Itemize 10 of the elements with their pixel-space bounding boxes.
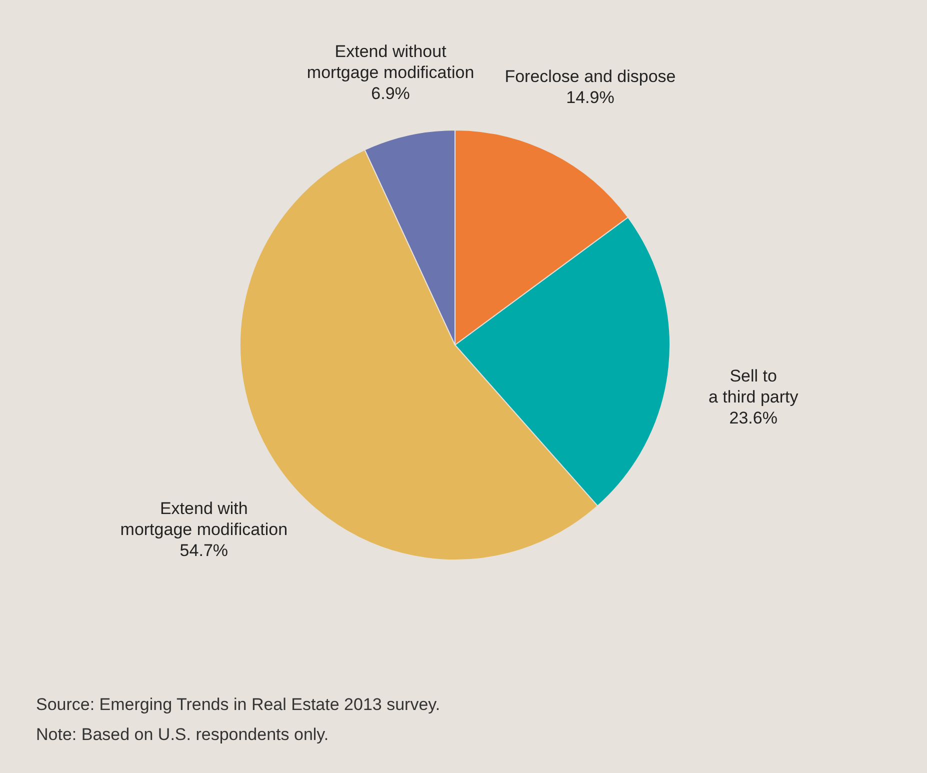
data-label: 54.7% (180, 541, 228, 560)
data-label: 6.9% (371, 84, 410, 104)
text: Note: Based on U.S. respondents only. (36, 724, 330, 746)
data-label: 14.9% (566, 88, 614, 108)
slice-label: Foreclose and dispose (504, 67, 676, 86)
data-label: 23.6% (729, 408, 778, 428)
slice-label: Extend with mortgage modification (120, 499, 288, 540)
slice-label: Extend without mortgage modification (306, 42, 474, 82)
slice-label: Sell to a third party (708, 366, 799, 406)
source-note: Source: Emerging Trends in Real Estate 2013 survey. (36, 694, 442, 716)
